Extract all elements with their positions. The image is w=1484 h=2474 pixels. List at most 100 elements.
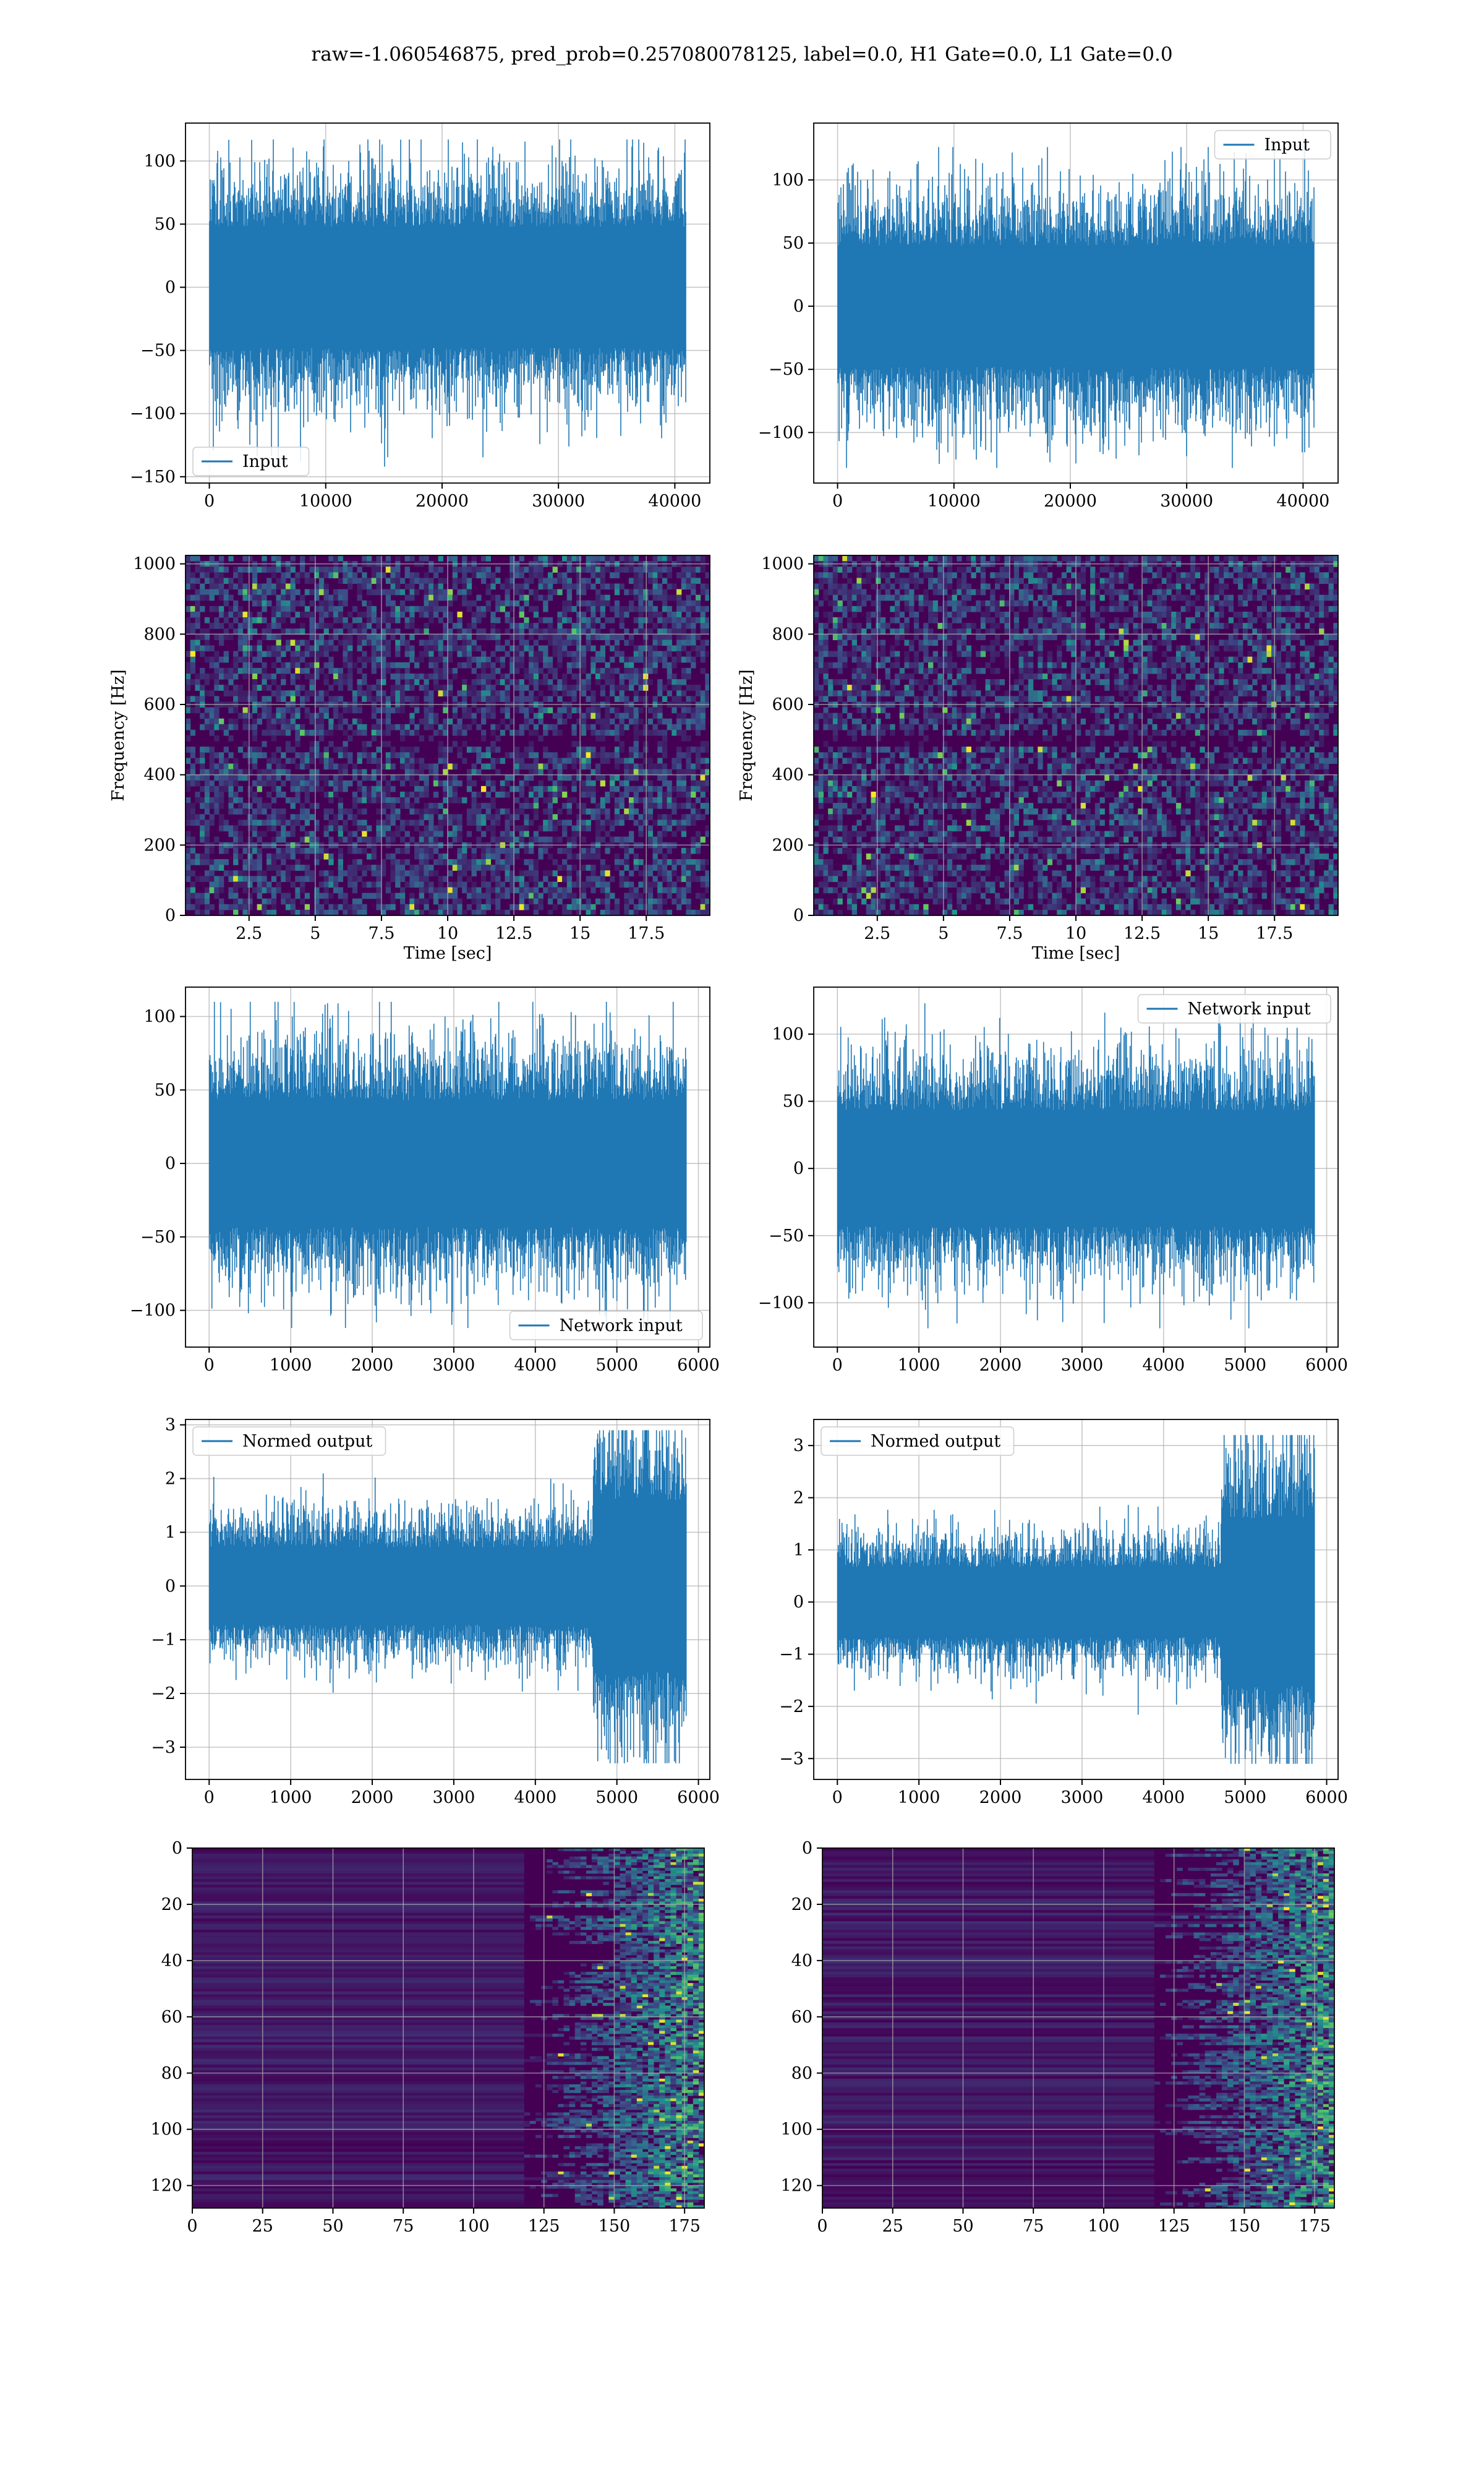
spectrogram-cell (705, 741, 710, 747)
spectrogram-cell (614, 606, 620, 612)
spectrogram-cell (823, 673, 829, 680)
spectrogram-cell (452, 898, 458, 905)
spectrogram-cell (404, 763, 410, 770)
spectrogram-cell (318, 578, 325, 584)
spectrogram-cell (581, 836, 587, 843)
spectrogram-cell (566, 628, 573, 635)
spectrogram-cell (304, 865, 310, 871)
legend-label: Input (242, 452, 288, 471)
spectrogram-cell (700, 640, 706, 646)
spectrogram-cell (271, 909, 277, 915)
spectrogram-cell (485, 881, 491, 888)
spectrogram-cell (304, 797, 310, 803)
spectrogram-cell (300, 724, 305, 730)
spectrogram-cell (357, 583, 362, 590)
spectrogram-cell (424, 859, 429, 865)
spectrogram-cell (871, 881, 876, 888)
spectrogram-cell (457, 617, 463, 623)
spectrogram-cell (681, 847, 687, 854)
spectrogram-cell (861, 898, 867, 905)
spectrogram-cell (300, 656, 305, 663)
spectrogram-cell (376, 876, 382, 883)
spectrogram-cell (343, 870, 348, 876)
spectrogram-cell (500, 679, 506, 685)
spectrogram-cell (652, 797, 658, 803)
spectrogram-cell (846, 600, 853, 607)
spectrogram-cell (271, 752, 277, 758)
spectrogram-cell (628, 808, 634, 815)
spectrogram-cell (880, 747, 886, 753)
spectrogram-cell (495, 836, 501, 843)
spectrogram-cell (876, 690, 881, 696)
spectrogram-cell (581, 600, 587, 607)
spectrogram-cell (480, 651, 487, 657)
spectrogram-cell (586, 555, 591, 562)
spectrogram-cell (452, 763, 458, 770)
spectrogram-cell (318, 909, 325, 915)
spectrogram-cell (295, 865, 301, 871)
spectrogram-cell (533, 651, 539, 657)
spectrogram-cell (519, 803, 524, 809)
spectrogram-cell (381, 667, 386, 674)
spectrogram-cell (566, 707, 573, 714)
spectrogram-cell (547, 583, 553, 590)
spectrogram-cell (471, 808, 477, 815)
spectrogram-cell (562, 876, 568, 883)
spectrogram-cell (538, 628, 544, 635)
spectrogram-cell (318, 634, 325, 641)
spectrogram-cell (700, 623, 706, 629)
spectrogram-cell (271, 735, 277, 742)
legend-label: Input (1264, 135, 1310, 155)
spectrogram-cell (657, 820, 663, 826)
spectrogram-cell (209, 578, 215, 584)
spectrogram-cell (823, 645, 829, 652)
spectrogram-cell (448, 594, 453, 601)
spectrogram-cell (195, 780, 200, 787)
spectrogram-cell (438, 859, 443, 865)
spectrogram-cell (352, 606, 358, 612)
spectrogram-cell (281, 870, 286, 876)
spectrogram-cell (705, 904, 710, 910)
spectrogram-cell (705, 623, 710, 629)
spectrogram-cell (529, 763, 534, 770)
spectrogram-cell (409, 594, 415, 601)
spectrogram-cell (480, 578, 487, 584)
spectrogram-cell (462, 853, 467, 860)
spectrogram-cell (547, 820, 553, 826)
spectrogram-cell (533, 555, 539, 562)
spectrogram-cell (832, 752, 838, 758)
spectrogram-cell (186, 870, 191, 876)
spectrogram-cell (851, 876, 857, 883)
spectrogram-cell (348, 865, 353, 871)
spectrogram-cell (385, 589, 391, 596)
spectrogram-cell (828, 690, 834, 696)
spectrogram-cell (443, 892, 448, 899)
spectrogram-cell (828, 785, 834, 792)
spectrogram-cell (837, 679, 843, 685)
spectrogram-cell (880, 791, 886, 798)
spectrogram-cell (438, 904, 443, 910)
spectrogram-cell (457, 567, 463, 573)
spectrogram-cell (309, 803, 315, 809)
spectrogram-cell (457, 820, 463, 826)
spectrogram-cell (237, 853, 244, 860)
spectrogram-cell (285, 594, 291, 601)
spectrogram-cell (828, 887, 834, 894)
spectrogram-cell (652, 583, 658, 590)
spectrogram-cell (348, 870, 353, 876)
spectrogram-cell (667, 887, 672, 894)
spectrogram-cell (276, 747, 281, 753)
spectrogram-cell (257, 656, 262, 663)
spectrogram-cell (856, 881, 862, 888)
spectrogram-cell (485, 707, 491, 714)
spectrogram-cell (214, 662, 220, 669)
spectrogram-cell (218, 634, 224, 641)
spectrogram-cell (614, 567, 620, 573)
spectrogram-cell (595, 735, 601, 742)
spectrogram-cell (357, 611, 362, 618)
spectrogram-cell (533, 887, 539, 894)
spectrogram-cell (837, 667, 843, 674)
spectrogram-cell (338, 611, 343, 618)
spectrogram-cell (490, 572, 496, 578)
spectrogram-cell (547, 617, 553, 623)
